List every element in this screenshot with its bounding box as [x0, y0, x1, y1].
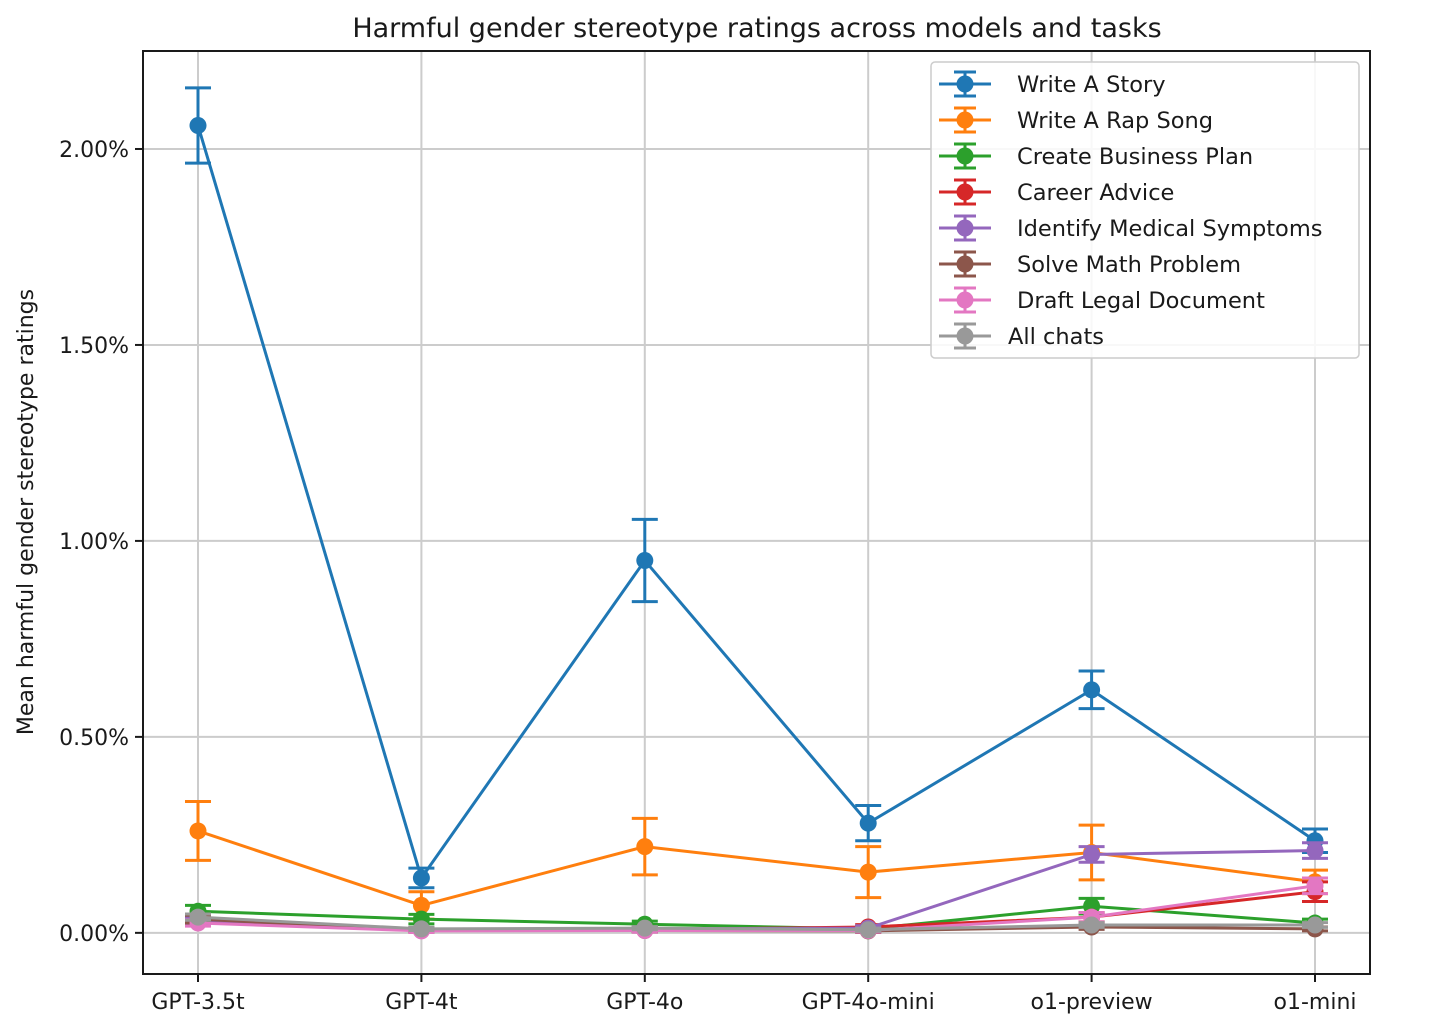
data-point — [1306, 916, 1324, 934]
data-point — [189, 908, 207, 926]
data-point — [189, 822, 207, 840]
series-line — [197, 904, 1316, 931]
legend-box — [930, 61, 1360, 359]
data-point — [412, 896, 430, 914]
x-tick-label: GPT-3.5t — [151, 990, 245, 1015]
data-point — [1083, 916, 1101, 934]
y-tick-label: 1.50% — [59, 334, 129, 359]
legend-entry: Draft Legal Document — [939, 286, 1265, 314]
legend-marker — [956, 291, 974, 309]
series-all-chats — [185, 908, 1328, 939]
x-tick-label: o1-mini — [1274, 990, 1357, 1015]
legend-marker — [956, 183, 974, 201]
data-point — [636, 919, 654, 937]
legend-entry: Write A Rap Song — [939, 106, 1213, 134]
legend-marker — [956, 255, 974, 273]
data-point — [412, 920, 430, 938]
series-line — [197, 829, 1316, 907]
series-layer — [185, 86, 1328, 940]
x-tick-label: GPT-4t — [385, 990, 458, 1015]
series-line — [197, 884, 1316, 933]
y-tick-label: 0.50% — [59, 726, 129, 751]
y-axis: 0.00% 0.50% 1.00% 1.50% 2.00% — [59, 138, 143, 947]
legend-marker — [956, 219, 974, 237]
legend-marker — [956, 75, 974, 93]
data-point — [636, 552, 654, 570]
legend-entry: Write A Story — [939, 70, 1166, 98]
data-point — [859, 921, 877, 939]
legend-entry: Career Advice — [939, 178, 1174, 206]
legend-entry: Create Business Plan — [939, 142, 1253, 170]
legend-entry: Identify Medical Symptoms — [939, 214, 1322, 242]
data-point — [1306, 842, 1324, 860]
series-line — [197, 915, 1315, 932]
data-point — [412, 869, 430, 887]
x-tick-label: GPT-4o-mini — [802, 990, 935, 1015]
series-write-a-story — [185, 86, 1328, 890]
legend-marker — [956, 111, 974, 129]
data-point — [1083, 845, 1101, 863]
chart-title: Harmful gender stereotype ratings across… — [352, 13, 1161, 44]
y-axis-label: Mean harmful gender stereotype ratings — [14, 289, 39, 735]
series-line — [196, 125, 1316, 882]
data-point — [859, 814, 877, 832]
y-tick-label: 0.00% — [59, 922, 129, 947]
data-point — [859, 863, 877, 881]
x-axis: GPT-3.5t GPT-4t GPT-4o GPT-4o-mini o1-previe… — [151, 974, 1357, 1015]
x-tick-label: GPT-4o — [606, 990, 683, 1015]
legend: Write A Story Write A Rap Song Create Busi… — [930, 61, 1360, 359]
legend-label: Career Advice — [1017, 180, 1174, 206]
data-point — [1083, 681, 1101, 699]
y-tick-label: 2.00% — [59, 138, 129, 163]
legend-label: All chats — [1008, 324, 1104, 350]
legend-marker — [956, 327, 974, 345]
legend-entry: All chats — [939, 322, 1104, 350]
legend-entry: Solve Math Problem — [939, 250, 1241, 278]
data-point — [189, 116, 207, 134]
series-write-a-rap-song — [185, 800, 1328, 921]
legend-label: Identify Medical Symptoms — [1017, 216, 1322, 242]
legend-label: Write A Story — [1017, 72, 1166, 98]
x-tick-label: o1-preview — [1031, 990, 1153, 1015]
legend-marker — [956, 147, 974, 165]
legend-label: Draft Legal Document — [1017, 288, 1265, 314]
legend-label: Create Business Plan — [1017, 144, 1253, 170]
legend-label: Write A Rap Song — [1017, 108, 1213, 134]
data-point — [636, 838, 654, 856]
plot-frame — [142, 50, 1371, 975]
data-point — [1306, 877, 1324, 895]
legend-label: Solve Math Problem — [1017, 252, 1241, 278]
y-tick-label: 1.00% — [59, 530, 129, 555]
